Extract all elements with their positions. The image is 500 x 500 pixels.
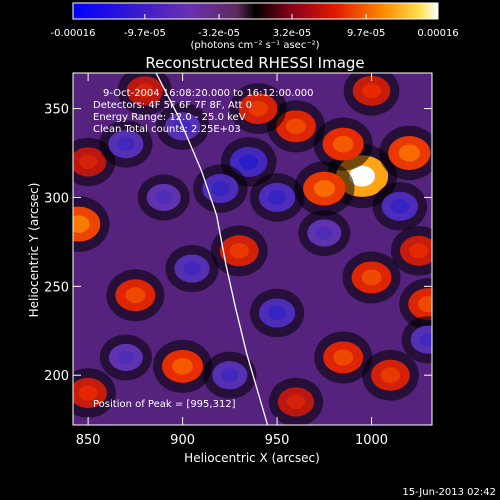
heatmap-core-24 (117, 137, 135, 152)
heatmap-core-31 (419, 332, 432, 347)
colorbar (72, 2, 439, 20)
colorbar-tick-label-3: 3.2e-05 (273, 28, 311, 39)
heatmap-core-12 (361, 269, 382, 286)
x-axis-ticks: 850 900 950 1000 (76, 73, 388, 448)
heatmap-core-10 (229, 243, 249, 259)
x-tick-label-850: 850 (76, 433, 101, 448)
heatmap-core-17 (409, 243, 429, 259)
colorbar-ticks (72, 14, 439, 19)
heatmap-core-26 (267, 305, 287, 321)
heatmap-core-11 (248, 100, 268, 117)
x-tick-label-950: 950 (265, 433, 290, 448)
y-tick-label-200: 200 (44, 369, 69, 384)
x-tick-label-1000: 1000 (355, 433, 388, 448)
heatmap-core-20 (267, 190, 287, 205)
colorbar-unit-label: (photons cm⁻² s⁻¹ asec⁻²) (190, 40, 319, 51)
heatmap-core-9 (78, 385, 98, 401)
colorbar-labels: -0.00016 -9.7e-05 -3.2e-05 3.2e-05 9.7e-05 0.… (51, 28, 459, 39)
heatmap-core-4 (285, 118, 306, 135)
x-axis-label: Heliocentric X (arcsec) (184, 451, 320, 465)
heatmap-core-27 (315, 226, 333, 240)
heatmap-core-13 (286, 394, 306, 410)
heatmap-core-2 (313, 180, 335, 198)
heatmap-core-28 (221, 368, 239, 383)
heatmap-core-29 (117, 350, 135, 365)
annotation-line-2: Energy Range: 12.0 - 25.0 keV (93, 112, 246, 123)
peak-position-label: Position of Peak = [995,312] (93, 399, 236, 410)
y-tick-label-350: 350 (44, 103, 69, 118)
colorbar-tick-label-1: -9.7e-05 (124, 28, 166, 39)
heatmap-core-19 (362, 83, 381, 99)
y-axis-label: Heliocentric Y (arcsec) (27, 183, 41, 318)
heatmap-core-30 (390, 199, 409, 214)
y-tick-label-300: 300 (44, 191, 69, 206)
x-tick-label-900: 900 (170, 433, 195, 448)
colorbar-tick-label-0: -0.00016 (51, 28, 96, 39)
heatmap-core-3 (398, 144, 420, 162)
annotation-block: 9-Oct-2004 16:08:20.000 to 16:12:00.000D… (93, 88, 314, 135)
heatmap-core-14 (333, 349, 354, 366)
heatmap-core-18 (135, 83, 154, 99)
heatmap-core-0 (349, 165, 376, 187)
colorbar-tick-label-4: 9.7e-05 (347, 28, 385, 39)
heatmap-core-25 (183, 261, 201, 276)
heatmap-core-1 (332, 135, 354, 153)
footer-date: 15-Jun-2013 02:42 (402, 487, 496, 498)
annotation-line-3: Clean Total counts: 2.25E+03 (93, 124, 241, 135)
heatmap-core-23 (155, 190, 173, 205)
plot-frame (72, 72, 433, 426)
colorbar-tick-label-5: 0.00016 (417, 28, 458, 39)
heatmap-core-8 (172, 358, 193, 375)
y-axis-ticks: 200 250 300 350 (44, 103, 432, 384)
y-tick-label-250: 250 (44, 280, 69, 295)
annotation-line-0: 9-Oct-2004 16:08:20.000 to 16:12:00.000 (103, 88, 314, 99)
heatmap-core-5 (73, 215, 90, 233)
colorbar-tick-label-2: -3.2e-05 (198, 28, 240, 39)
heatmap-core-6 (79, 154, 98, 170)
heatmap-core-16 (418, 296, 432, 313)
heatmap-core-15 (380, 367, 401, 383)
heatmap-core-21 (239, 154, 259, 170)
heatmap-core-22 (211, 181, 230, 196)
solar-limb-curve (155, 73, 269, 425)
annotation-line-1: Detectors: 4F 5F 6F 7F 8F, Att 0 (93, 100, 252, 111)
heatmap-core-7 (125, 287, 146, 304)
chart-title: Reconstructed RHESSI Image (145, 54, 364, 72)
